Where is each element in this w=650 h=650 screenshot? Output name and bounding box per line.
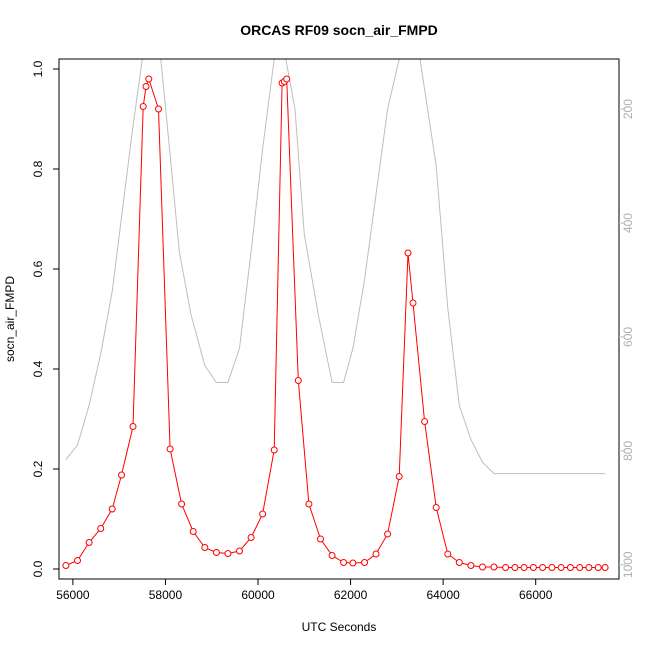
data-point: [270, 446, 278, 454]
data-point: [409, 299, 417, 307]
data-point: [247, 534, 255, 541]
data-point: [520, 564, 528, 571]
y-axis: 0.0 0.2 0.4 0.6 0.8 1.0: [31, 60, 59, 577]
data-point: [421, 418, 429, 425]
y-tick-label: 0.0: [31, 560, 45, 577]
x-axis: 56000 58000 60000 62000 64000 66000: [56, 579, 553, 602]
y-tick-label: 0.8: [31, 160, 45, 177]
data-point: [404, 249, 412, 257]
data-point: [432, 504, 440, 511]
x-tick-label: 66000: [519, 588, 553, 602]
data-point: [576, 564, 584, 571]
data-point: [142, 83, 150, 90]
data-point: [557, 564, 565, 571]
data-point: [145, 75, 153, 83]
data-point: [502, 564, 510, 571]
x-tick-label: 64000: [426, 588, 460, 602]
y-tick-label: 0.6: [31, 260, 45, 277]
data-point: [372, 550, 380, 558]
data-point: [74, 557, 81, 564]
data-point: [139, 103, 147, 110]
data-point: [395, 473, 403, 480]
data-point: [467, 562, 475, 569]
data-point: [224, 550, 232, 557]
data-point: [529, 564, 537, 571]
secondary-tick-label: 600: [621, 327, 635, 347]
secondary-tick-label: 400: [621, 213, 635, 233]
data-point: [85, 539, 93, 546]
secondary-series-line: [65, 59, 606, 475]
secondary-tick-label: 1000: [621, 551, 635, 578]
data-point: [62, 562, 70, 569]
y-tick-label: 0.2: [31, 460, 45, 477]
plot-frame: [58, 58, 620, 580]
data-point: [384, 530, 392, 538]
data-point: [601, 564, 609, 571]
data-point: [479, 563, 486, 571]
secondary-series: [65, 59, 606, 475]
data-point: [259, 510, 267, 518]
data-point: [511, 564, 519, 571]
data-point: [155, 105, 162, 113]
x-tick-label: 62000: [334, 588, 368, 602]
secondary-tick-label: 800: [621, 441, 635, 461]
data-point: [455, 559, 463, 566]
data-point: [490, 563, 498, 571]
y-tick-label: 0.4: [31, 360, 45, 377]
data-point: [189, 528, 197, 535]
data-point: [585, 564, 593, 571]
data-point: [201, 544, 209, 551]
data-point: [340, 559, 348, 566]
data-point: [548, 564, 556, 571]
data-point: [212, 549, 220, 556]
x-tick-label: 58000: [149, 588, 183, 602]
primary-series: [62, 75, 609, 571]
secondary-y-axis: 200 400 600 800 1000: [619, 99, 635, 578]
data-point: [166, 445, 174, 453]
data-point: [305, 500, 313, 508]
x-tick-label: 56000: [56, 588, 90, 602]
data-point: [283, 75, 291, 83]
data-point: [328, 552, 336, 559]
data-point: [566, 564, 574, 571]
data-point: [444, 550, 452, 558]
data-point: [178, 500, 186, 508]
x-tick-label: 60000: [241, 588, 275, 602]
secondary-tick-label: 200: [621, 99, 635, 119]
data-point: [236, 547, 243, 555]
data-point: [129, 423, 137, 430]
data-point: [294, 377, 302, 384]
y-axis-label: socn_air_FMPD: [3, 276, 17, 362]
data-point: [539, 564, 547, 571]
data-point: [594, 564, 602, 571]
x-axis-label: UTC Seconds: [302, 620, 377, 634]
data-point: [361, 559, 368, 566]
data-point: [108, 505, 116, 513]
chart-title: ORCAS RF09 socn_air_FMPD: [240, 22, 438, 38]
y-tick-label: 1.0: [31, 60, 45, 77]
data-point: [317, 535, 324, 543]
data-point: [118, 471, 125, 479]
data-point: [349, 559, 357, 567]
data-point: [97, 525, 105, 532]
